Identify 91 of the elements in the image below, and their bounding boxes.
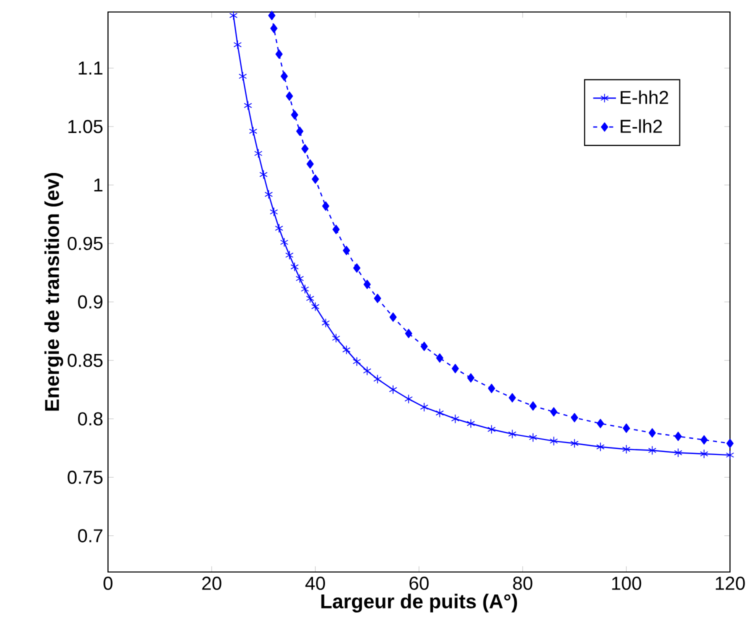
- point: [280, 238, 288, 247]
- legend-label: E-hh2: [620, 90, 668, 104]
- point: [280, 72, 288, 81]
- point: [674, 432, 682, 442]
- point: [488, 384, 496, 394]
- point: [364, 280, 371, 290]
- point: [550, 436, 558, 446]
- point: [404, 394, 413, 404]
- point: [363, 366, 372, 376]
- point: [436, 408, 444, 418]
- point: [388, 384, 398, 394]
- point: [373, 374, 382, 384]
- point: [622, 424, 630, 433]
- point: [726, 450, 734, 460]
- point: [322, 201, 330, 211]
- point: [290, 262, 299, 272]
- point: [529, 401, 537, 411]
- x-tick-label: 40: [305, 576, 325, 590]
- point: [648, 428, 656, 438]
- point: [238, 72, 247, 81]
- y-tick-label: 0.75: [68, 470, 103, 484]
- point: [570, 438, 579, 448]
- y-tick-label: 1.05: [68, 120, 103, 134]
- point: [306, 159, 314, 169]
- point: [622, 444, 630, 454]
- point: [405, 328, 412, 338]
- point: [466, 418, 475, 428]
- x-tick-label: 60: [410, 576, 429, 590]
- x-tick-label: 80: [513, 576, 532, 590]
- point: [508, 393, 516, 402]
- point: [700, 435, 708, 445]
- x-tick-label: 20: [202, 576, 222, 590]
- point: [648, 446, 656, 456]
- point: [467, 373, 474, 383]
- point: [296, 126, 304, 136]
- point: [322, 318, 330, 328]
- point: [332, 224, 340, 234]
- point: [570, 413, 578, 422]
- y-tick-label: 0.95: [68, 236, 103, 250]
- point: [259, 170, 268, 180]
- point: [726, 438, 734, 448]
- point: [244, 100, 252, 110]
- point: [487, 424, 496, 434]
- point: [389, 312, 397, 322]
- point: [342, 345, 351, 355]
- point: [301, 144, 309, 154]
- y-tick-label: 0.9: [78, 295, 102, 309]
- point: [436, 353, 444, 363]
- y-tick-label: 0.85: [68, 354, 103, 367]
- x-tick-label: 0: [104, 576, 112, 590]
- point: [249, 126, 258, 136]
- point: [342, 246, 350, 256]
- y-tick-label: 0.7: [78, 529, 102, 542]
- point: [274, 224, 284, 233]
- point: [229, 10, 238, 20]
- point: [596, 442, 605, 452]
- point: [268, 10, 276, 20]
- legend-label: E-lh2: [620, 119, 662, 133]
- point: [286, 92, 294, 101]
- point: [254, 148, 262, 158]
- point: [312, 174, 319, 184]
- point: [508, 429, 516, 439]
- point: [550, 407, 558, 416]
- point: [420, 402, 428, 412]
- point: [270, 24, 278, 34]
- point: [528, 432, 538, 442]
- point: [452, 364, 459, 374]
- point: [596, 418, 604, 428]
- y-tick-label: 0.8: [78, 412, 102, 426]
- point: [264, 190, 273, 200]
- y-axis-title: Energie de transition (ev): [44, 172, 64, 411]
- x-tick-label: 100: [612, 576, 642, 590]
- point: [420, 342, 428, 352]
- point: [374, 294, 382, 304]
- point: [275, 49, 283, 59]
- point: [296, 274, 304, 284]
- x-tick-label: 120: [716, 576, 745, 590]
- point: [285, 250, 294, 260]
- point: [291, 110, 298, 120]
- point: [300, 284, 310, 294]
- point: [353, 263, 360, 273]
- point: [352, 356, 361, 366]
- x-axis-title: Largeur de puits (A°): [321, 594, 517, 612]
- y-tick-label: 1: [94, 178, 102, 192]
- y-tick-label: 1.1: [78, 62, 102, 75]
- point: [674, 448, 682, 458]
- point: [451, 414, 460, 424]
- point: [332, 334, 340, 343]
- point: [270, 207, 278, 217]
- point: [700, 449, 708, 459]
- point: [233, 40, 242, 50]
